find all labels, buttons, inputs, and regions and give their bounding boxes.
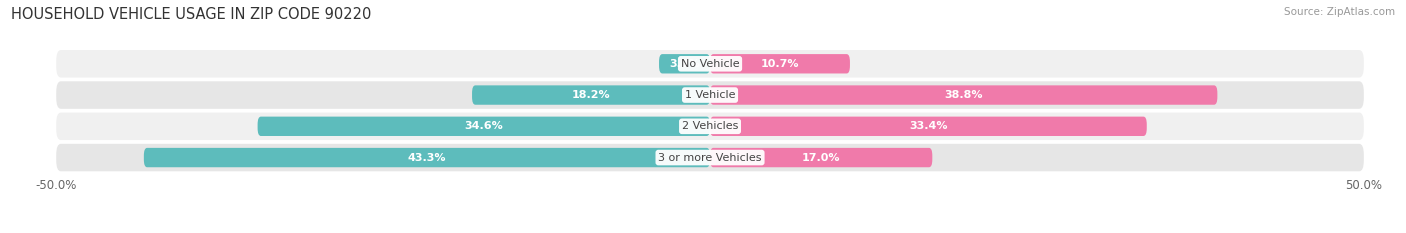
Text: 18.2%: 18.2% (572, 90, 610, 100)
FancyBboxPatch shape (56, 50, 1364, 78)
FancyBboxPatch shape (710, 148, 932, 167)
FancyBboxPatch shape (56, 81, 1364, 109)
Text: 43.3%: 43.3% (408, 153, 446, 163)
FancyBboxPatch shape (143, 148, 710, 167)
FancyBboxPatch shape (710, 116, 1147, 136)
Text: 34.6%: 34.6% (464, 121, 503, 131)
Legend: Owner-occupied, Renter-occupied: Owner-occupied, Renter-occupied (593, 229, 827, 233)
FancyBboxPatch shape (257, 116, 710, 136)
Text: Source: ZipAtlas.com: Source: ZipAtlas.com (1284, 7, 1395, 17)
Text: 3.9%: 3.9% (669, 59, 700, 69)
FancyBboxPatch shape (710, 85, 1218, 105)
FancyBboxPatch shape (472, 85, 710, 105)
Text: 2 Vehicles: 2 Vehicles (682, 121, 738, 131)
Text: 1 Vehicle: 1 Vehicle (685, 90, 735, 100)
Text: 38.8%: 38.8% (945, 90, 983, 100)
Text: No Vehicle: No Vehicle (681, 59, 740, 69)
Text: 33.4%: 33.4% (910, 121, 948, 131)
Text: HOUSEHOLD VEHICLE USAGE IN ZIP CODE 90220: HOUSEHOLD VEHICLE USAGE IN ZIP CODE 9022… (11, 7, 371, 22)
FancyBboxPatch shape (56, 113, 1364, 140)
Text: 10.7%: 10.7% (761, 59, 799, 69)
Text: 3 or more Vehicles: 3 or more Vehicles (658, 153, 762, 163)
FancyBboxPatch shape (659, 54, 710, 73)
Text: 17.0%: 17.0% (801, 153, 841, 163)
FancyBboxPatch shape (710, 54, 851, 73)
FancyBboxPatch shape (56, 144, 1364, 171)
